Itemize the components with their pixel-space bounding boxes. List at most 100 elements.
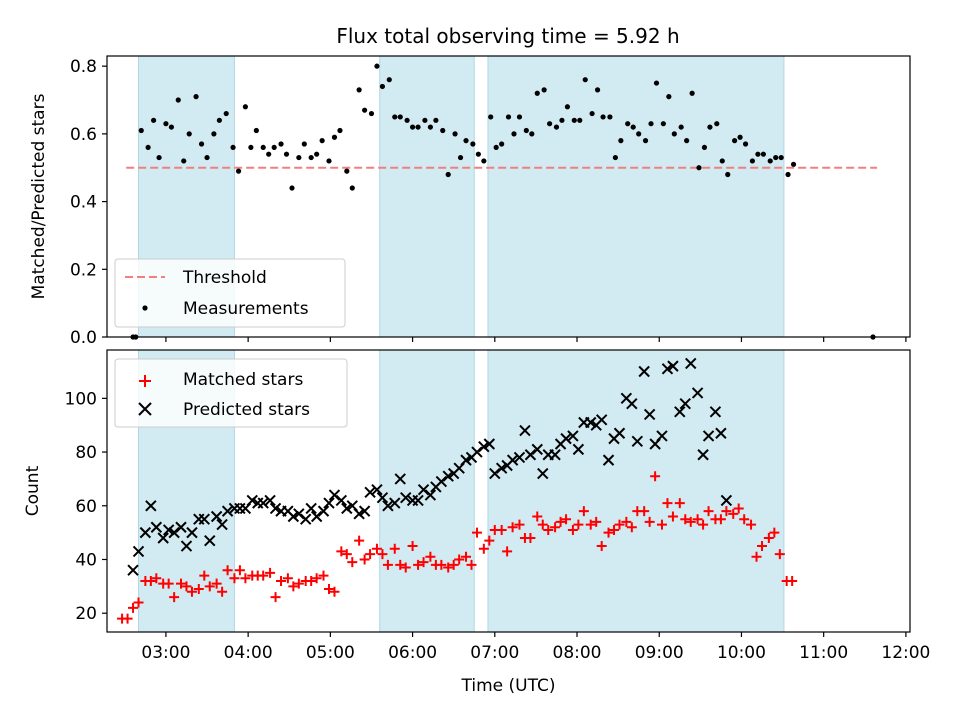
measurement-point [523,127,529,134]
y-tick-label: 0.2 [70,260,97,280]
x-tick-label: 06:00 [388,643,437,663]
measurement-point [314,151,320,157]
y-tick-label: 0.4 [70,193,97,213]
measurement-point [701,144,708,151]
measurement-point [648,121,654,127]
predicted-point [234,502,246,515]
matched-point [265,567,276,578]
x-tick-label: 05:00 [306,643,355,663]
matched-point [359,554,370,565]
measurement-point [175,97,181,103]
measurement-point [409,124,416,130]
matched-point [400,562,411,573]
measurement-point [607,114,613,120]
predicted-point [323,497,335,509]
predicted-point [626,398,638,410]
measurement-point [785,171,791,178]
matched-point [667,511,678,522]
measurement-point [493,144,499,151]
measurement-point [452,131,458,137]
measurement-point [600,114,606,120]
matched-point [543,524,554,535]
measurement-point [145,144,151,151]
predicted-point [175,521,187,533]
matched-point [163,578,174,589]
measurement-point [618,138,624,144]
predicted-point [679,398,691,410]
measurement-point [630,124,636,130]
measurement-point [714,121,720,127]
measurement-point [505,114,512,120]
legend-label-predicted: Predicted stars [183,400,310,420]
measurement-point [278,141,284,147]
matched-point [128,602,139,613]
measurement-point [577,117,583,123]
measurement-point [253,127,259,134]
matched-point [288,581,299,592]
predicted-point [157,532,169,544]
measurement-point [541,87,547,93]
measurement-point [737,134,743,140]
predicted-point [358,505,371,517]
predicted-point [246,494,258,507]
legend: Threshold Measurements [114,258,346,328]
predicted-point [132,545,145,558]
predicted-point [376,492,389,504]
predicted-point [328,489,341,501]
axes-frame [106,55,911,338]
matched-point [347,557,358,568]
measurement-point [749,158,756,164]
measurement-point [397,114,403,120]
matched-point [746,519,757,530]
y-tick-label: 0.8 [70,57,97,77]
y-tick-label: 80 [75,443,97,463]
y-axis-ticks: 20 40 60 80 100 [65,389,107,624]
measurement-point [594,87,601,93]
measurement-point [150,117,157,123]
measurement-point [362,107,368,113]
matched-point [514,519,525,530]
predicted-point [691,387,704,399]
measurement-point [386,77,392,83]
predicted-point [264,494,276,507]
measurement-point [790,161,797,167]
predicted-point [310,510,323,523]
measurement-point [636,131,642,137]
measurement-point [678,124,684,130]
measurement-point [379,83,386,90]
measurement-point [671,131,677,137]
predicted-point [424,489,437,501]
measurement-point [684,138,690,144]
predicted-point [168,526,180,539]
observing-span [487,55,785,338]
predicted-point [531,443,543,456]
predicted-point [519,424,531,437]
measurement-point [696,165,702,171]
measurement-point [235,168,242,174]
measurement-point [308,154,314,161]
matched-point [175,578,186,589]
matched-point [507,522,518,533]
predicted-point [341,502,353,515]
matched-point [193,584,204,595]
measurement-point [163,121,169,127]
measurement-point [559,117,565,123]
measurement-point [760,151,766,157]
measurement-point [689,90,695,96]
matched-point [199,570,210,581]
matched-point [293,578,304,589]
predicted-point [145,500,157,512]
matched-point [418,557,429,568]
predicted-point [204,534,216,547]
predicted-point [293,508,305,520]
matched-point [685,516,696,527]
legend-predicted-swatch [138,402,152,416]
matched-point [561,514,572,525]
matched-point [550,522,561,533]
predicted-point [389,497,401,509]
measurement-point [666,94,672,100]
x-tick-label: 11:00 [799,643,848,663]
y-axis-ticks: 0.0 0.2 0.4 0.6 0.8 [70,57,107,348]
matched-point [270,592,281,603]
